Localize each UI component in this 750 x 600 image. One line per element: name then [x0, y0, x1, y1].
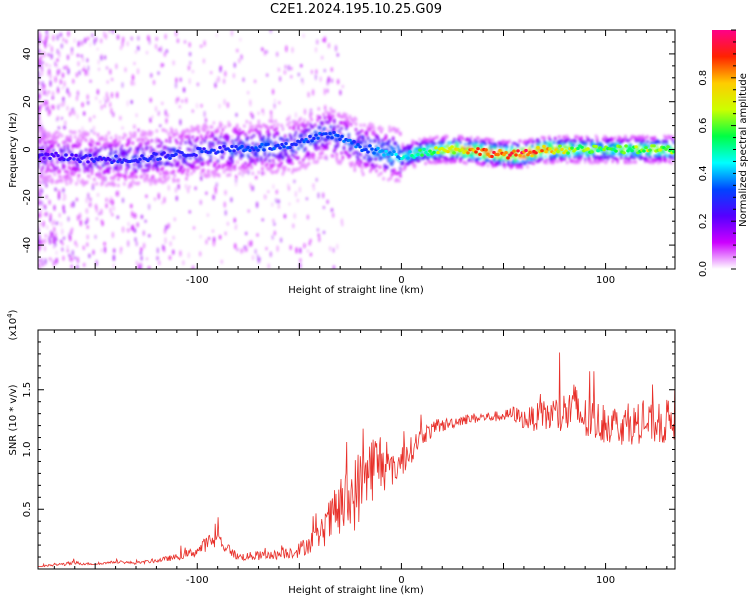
y-tick-label: 0 — [22, 146, 33, 152]
x-tick-label: 100 — [596, 275, 615, 286]
snr-panel: -100 0 100 0.5 1.0 1.5 Height of straight lin… — [6, 309, 676, 596]
snr-y-multiplier: (x104) — [6, 309, 19, 340]
y-tick-label: 40 — [22, 48, 33, 61]
colorbar-gradient — [712, 30, 736, 269]
x-tick-label: 0 — [398, 575, 404, 586]
snr-ticks: -100 0 100 0.5 1.0 1.5 — [22, 329, 675, 586]
colorbar-tick-label: 0.8 — [698, 70, 709, 86]
spectrogram-x-axis-title: Height of straight line (km) — [288, 285, 424, 296]
y-tick-label: -40 — [22, 237, 33, 253]
x-tick-label: 0 — [398, 275, 404, 286]
x-tick-label: 100 — [596, 575, 615, 586]
colorbar-title: Normalized spectral amplitude — [738, 73, 749, 227]
snr-plot-area — [38, 330, 675, 569]
colorbar-tick-label: 0.6 — [698, 118, 709, 134]
snr-series-line — [38, 352, 675, 568]
snr-y-tick-label: 1.0 — [22, 442, 33, 458]
colorbar-tick-label: 0.0 — [698, 261, 709, 277]
spectrogram-plot-area — [38, 30, 675, 269]
snr-y-tick-label: 0.5 — [22, 501, 33, 517]
snr-y-tick-label: 1.5 — [22, 382, 33, 398]
spectrogram-ticks: -100 0 100 -40 -20 0 20 40 — [22, 29, 675, 286]
snr-y-axis-title: SNR (10 * v/v) — [8, 384, 19, 455]
spectrogram-y-axis-title: Frequency (Hz) — [8, 112, 19, 188]
x-tick-label: -100 — [186, 275, 209, 286]
colorbar-ticks: 0.0 0.2 0.4 0.6 0.8 — [698, 29, 736, 277]
spectrogram-heatmap — [38, 30, 675, 269]
snr-x-axis-title: Height of straight line (km) — [288, 585, 424, 596]
colorbar-tick-label: 0.2 — [698, 213, 709, 229]
y-tick-label: 20 — [22, 95, 33, 108]
colorbar: 0.0 0.2 0.4 0.6 0.8 Normalized spectral ampl… — [698, 29, 749, 277]
chart-title: C2E1.2024.195.10.25.G09 — [269, 2, 443, 17]
spectrogram-panel: -100 0 100 -40 -20 0 20 40 Height of straight l… — [8, 29, 676, 296]
colorbar-tick-label: 0.4 — [698, 165, 709, 181]
y-tick-label: -20 — [22, 189, 33, 205]
x-tick-label: -100 — [186, 575, 209, 586]
